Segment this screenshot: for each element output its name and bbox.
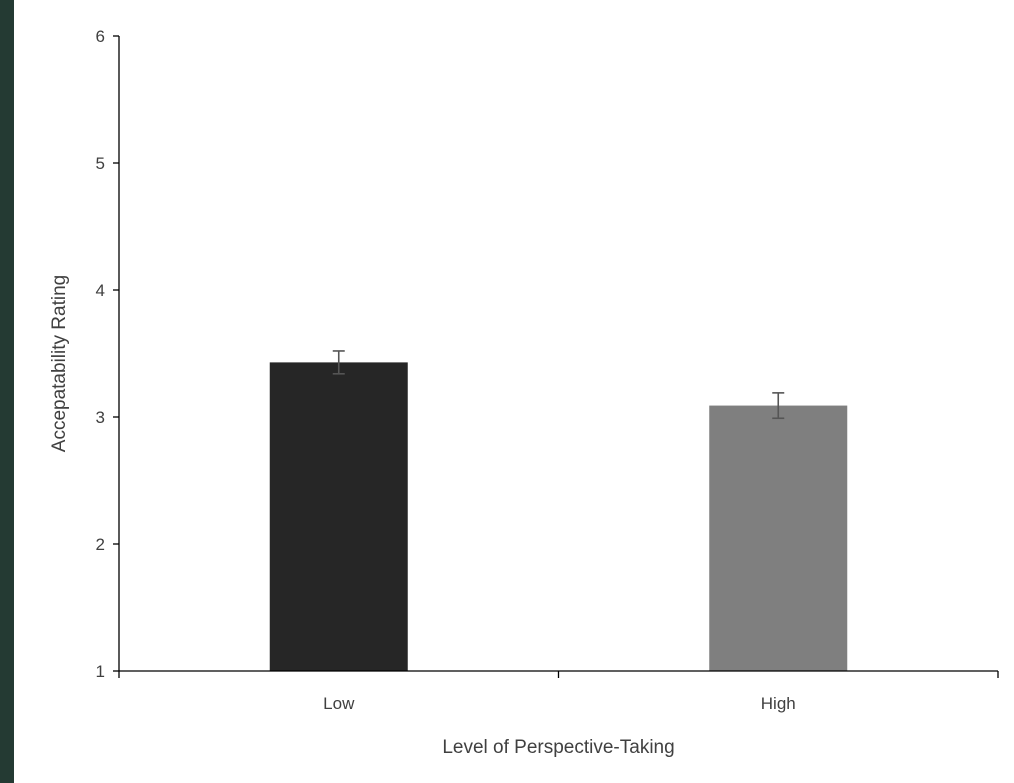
x-tick-label-high: High	[761, 694, 796, 713]
error-bar-high	[772, 392, 785, 420]
x-axis-title: Level of Perspective-Taking	[442, 737, 674, 758]
y-tick-label: 6	[96, 27, 105, 46]
error-bars-layer	[332, 350, 785, 420]
chart-area: 1 2 3 4 5 6 Low High Level of Perspective-Taking…	[14, 0, 1014, 783]
y-axis-title: Accepatability Rating	[49, 275, 70, 452]
x-tick-label-low: Low	[323, 694, 355, 713]
bar-high	[709, 405, 848, 671]
y-tick-label: 3	[96, 408, 105, 427]
y-tick-label: 4	[96, 281, 105, 300]
y-tick-label: 2	[96, 535, 105, 554]
bar-low	[269, 362, 408, 671]
axes-layer	[113, 35, 999, 678]
labels-layer: 1 2 3 4 5 6 Low High Level of Perspective-Taking…	[49, 27, 796, 758]
bars-layer	[269, 362, 848, 671]
y-tick-label: 5	[96, 154, 105, 173]
error-bar-low	[332, 350, 345, 375]
y-tick-label: 1	[96, 662, 105, 681]
bar-chart: 1 2 3 4 5 6 Low High Level of Perspective-Taking…	[49, 27, 999, 758]
